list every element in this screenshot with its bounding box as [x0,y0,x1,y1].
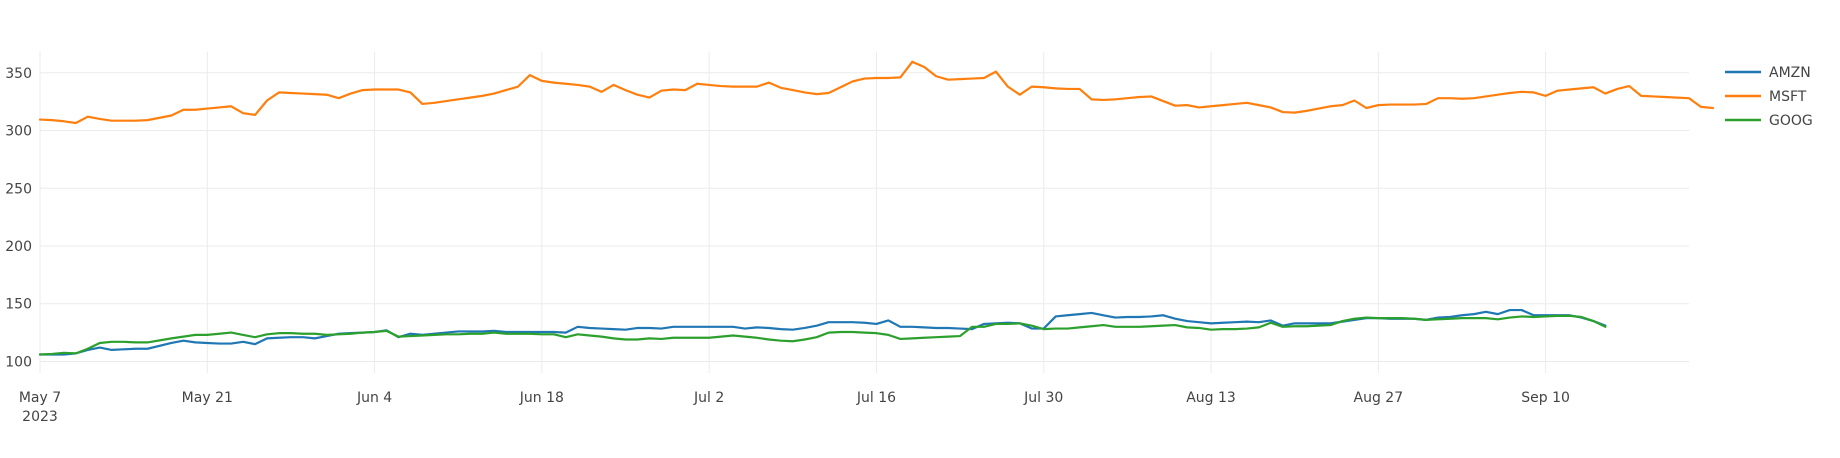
x-tick-label: Jun 18 [519,390,564,406]
x-tick-label: Jul 2 [693,390,724,406]
x-tick-label: Jul 16 [856,390,896,406]
y-tick-label: 200 [5,239,32,255]
series-layer [38,60,1714,356]
legend-label: GOOG [1769,113,1813,129]
series-line-msft[interactable] [38,60,1714,125]
legend-label: MSFT [1769,89,1807,105]
y-tick-label: 150 [5,297,32,313]
y-tick-label: 350 [5,66,32,82]
x-tick-label: Sep 10 [1521,390,1570,406]
x-tick-label: Jul 30 [1023,390,1063,406]
legend-item-goog[interactable]: GOOG [1725,113,1813,129]
x-tick-label: May 21 [182,390,233,406]
x-tick-sublabel: 2023 [22,409,58,425]
legend-item-amzn[interactable]: AMZN [1725,65,1811,81]
legend-item-msft[interactable]: MSFT [1725,89,1807,105]
legend-label: AMZN [1769,65,1811,81]
legend[interactable]: AMZN MSFT GOOG [1725,65,1813,129]
x-tick-label: Aug 13 [1186,390,1236,406]
series-line-goog[interactable] [38,314,1607,356]
axis-layer: 100 150 200 250 300 350 May 7 2023 May 21 Jun 4 Ju… [5,66,1570,425]
x-tick-label: Jun 4 [356,390,392,406]
x-tick-label: Aug 27 [1354,390,1404,406]
y-tick-label: 300 [5,124,32,140]
x-tick-label: May 7 [19,390,61,406]
grid-layer [39,52,1689,373]
y-tick-label: 100 [5,354,32,370]
y-tick-label: 250 [5,181,32,197]
